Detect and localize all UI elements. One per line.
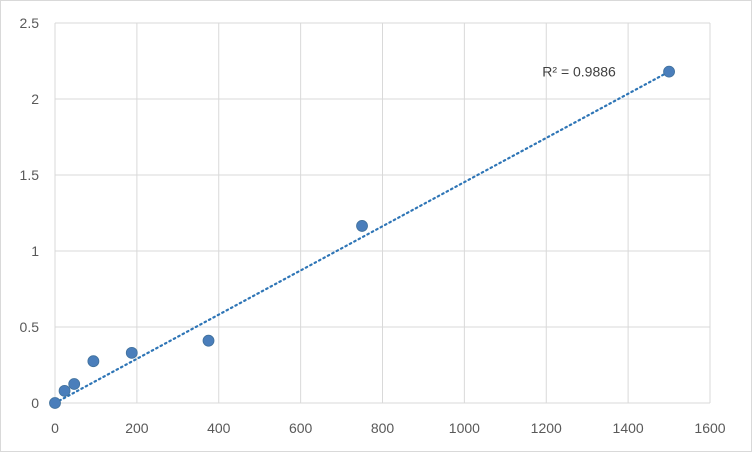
y-tick-label: 1 bbox=[31, 243, 39, 259]
trendline-line bbox=[53, 70, 671, 405]
data-point bbox=[125, 346, 138, 359]
x-tick-label: 800 bbox=[371, 420, 395, 436]
x-tick-label: 0 bbox=[51, 420, 59, 436]
y-tick-label: 2.5 bbox=[20, 15, 40, 31]
data-point bbox=[663, 65, 675, 78]
data-points bbox=[49, 65, 675, 409]
x-tick-label: 600 bbox=[289, 420, 313, 436]
x-axis-tick-labels: 0 200 400 600 800 1000 1200 1400 1600 bbox=[51, 420, 726, 436]
y-tick-label: 1.5 bbox=[20, 167, 40, 183]
x-tick-label: 1600 bbox=[694, 420, 725, 436]
x-tick-label: 1400 bbox=[613, 420, 644, 436]
y-axis-tick-labels: 0 0.5 1 1.5 2 2.5 bbox=[20, 15, 40, 411]
x-tick-label: 200 bbox=[125, 420, 149, 436]
data-point bbox=[87, 355, 100, 368]
y-tick-label: 0 bbox=[31, 395, 39, 411]
data-point bbox=[49, 397, 61, 409]
data-point bbox=[68, 378, 81, 390]
y-tick-label: 2 bbox=[31, 91, 39, 107]
x-tick-label: 1200 bbox=[531, 420, 562, 436]
data-point bbox=[202, 334, 215, 347]
trendline bbox=[53, 70, 671, 405]
r-squared-label: R² = 0.9886 bbox=[542, 64, 616, 80]
data-point bbox=[58, 384, 71, 397]
x-tick-label: 1000 bbox=[449, 420, 480, 436]
data-point bbox=[356, 220, 368, 232]
grid-lines bbox=[55, 22, 711, 403]
x-tick-label: 400 bbox=[207, 420, 231, 436]
axis-lines bbox=[54, 23, 710, 404]
annotations: R² = 0.9886 bbox=[542, 64, 616, 80]
y-tick-label: 0.5 bbox=[20, 319, 40, 335]
